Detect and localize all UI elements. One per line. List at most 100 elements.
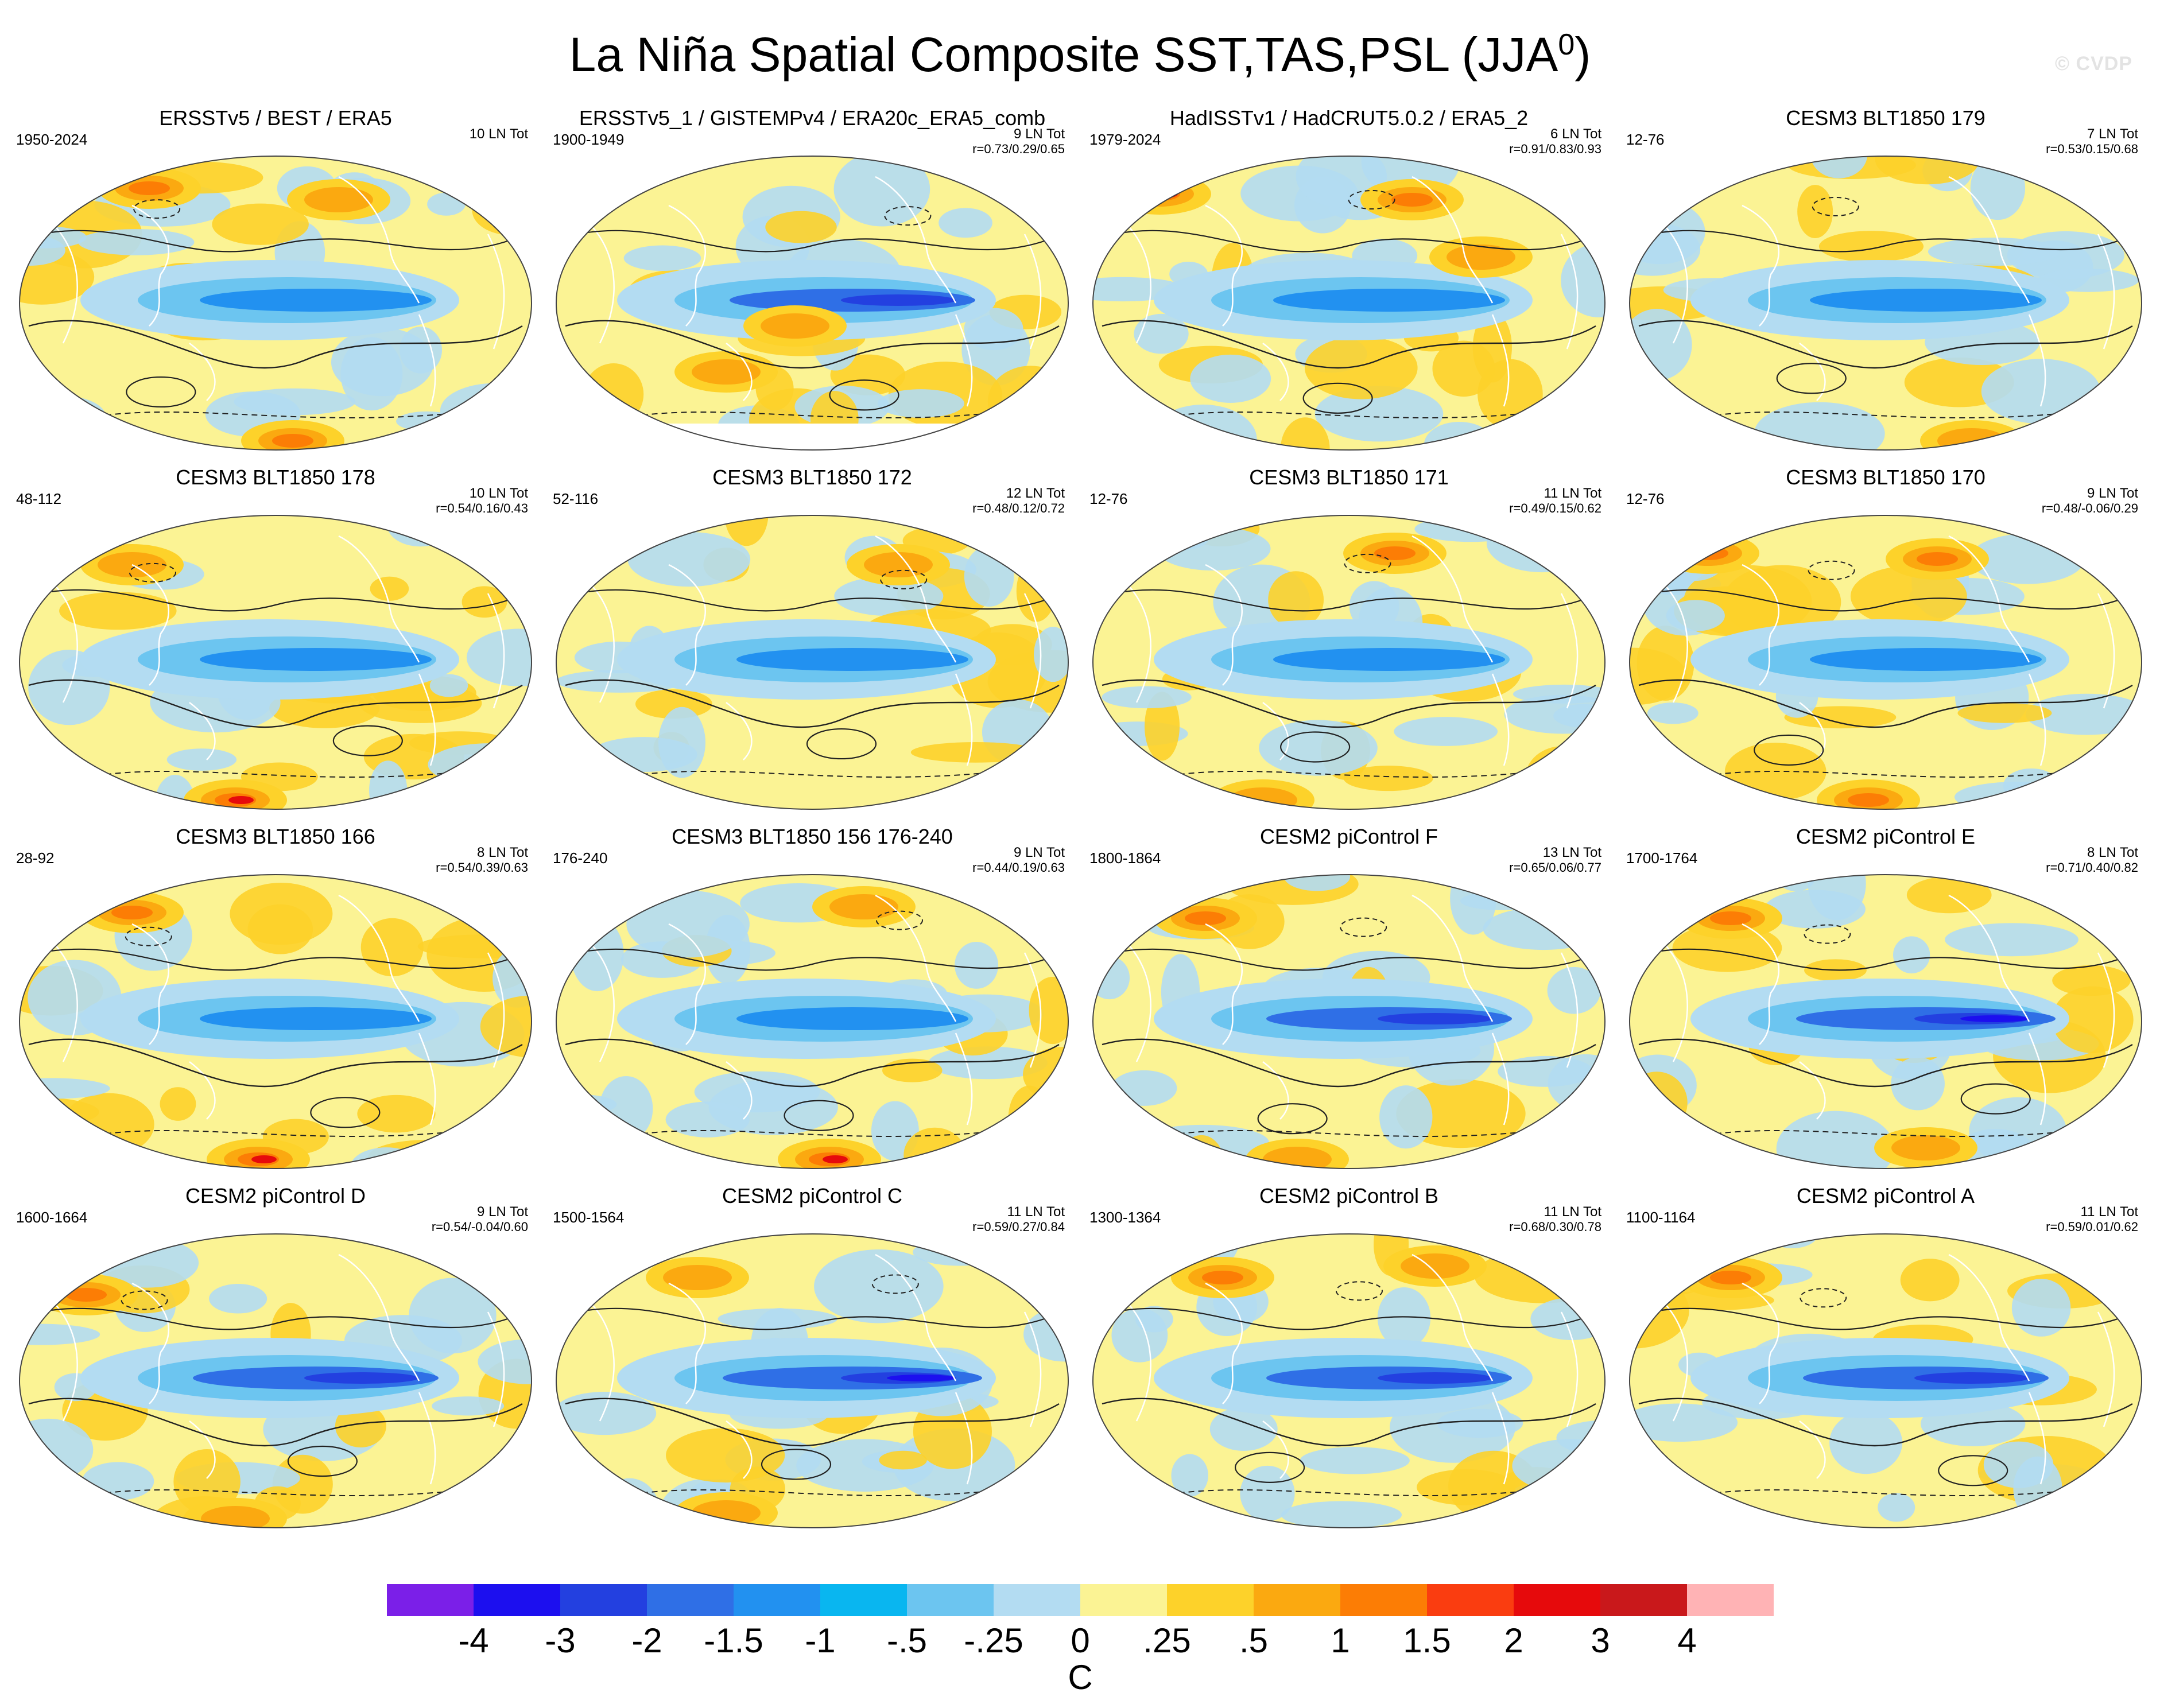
warm-anomaly-core xyxy=(692,1500,761,1525)
anomaly-patch xyxy=(173,1449,241,1515)
anomaly-patch xyxy=(581,776,619,809)
coastline xyxy=(51,581,78,703)
map-border xyxy=(19,156,532,451)
coastline xyxy=(1205,1282,1243,1404)
coastline xyxy=(418,1032,436,1125)
coastline xyxy=(1948,1253,2030,1381)
warm-anomaly xyxy=(1108,173,1211,215)
anomaly-patch xyxy=(666,1428,785,1483)
warm-anomaly-strong xyxy=(1391,193,1433,207)
cold-tongue-core xyxy=(1810,289,2042,312)
anomaly-patch xyxy=(1632,777,1743,809)
colorbar-box xyxy=(1514,1584,1600,1616)
map-panel: CESM3 BLT1850 156 176-240 176-240 9 LN Tot… xyxy=(542,825,1082,1184)
page-title: La Niña Spatial Composite SST,TAS,PSL (J… xyxy=(0,16,2160,83)
anomaly-patch xyxy=(1296,156,1387,208)
map-panel: CESM2 piControl D 1600-1664 9 LN Tot r=0.54… xyxy=(6,1185,545,1543)
psl-contour-closed xyxy=(829,379,899,411)
anomaly-patch xyxy=(1304,336,1418,399)
psl-contour-negative xyxy=(1159,412,1539,418)
panel-years: 12-76 xyxy=(1626,490,1665,507)
map-border xyxy=(556,515,1069,810)
coastline xyxy=(2097,234,2115,350)
colorbar-tick-label: -.5 xyxy=(886,1621,928,1660)
panel-event-count: 12 LN Tot xyxy=(1006,486,1065,501)
warm-anomaly-core xyxy=(663,1265,732,1290)
colorbar-tick-label: .25 xyxy=(1143,1621,1191,1660)
panel-event-count: 11 LN Tot xyxy=(1544,486,1601,501)
psl-contour-positive xyxy=(40,230,511,253)
anomaly-patch xyxy=(1500,156,1581,187)
coastline xyxy=(875,176,957,304)
panel-title: CESM3 BLT1850 179 xyxy=(1786,106,1986,130)
coastline xyxy=(1661,1300,1688,1422)
psl-contour-negative xyxy=(1804,924,1851,944)
coastline xyxy=(1023,593,1042,709)
map-border xyxy=(19,515,532,810)
panel-event-count: 6 LN Tot xyxy=(1550,126,1601,142)
anomaly-patch xyxy=(1300,1447,1410,1474)
psl-contour-positive xyxy=(565,1038,1060,1088)
psl-contour-positive xyxy=(576,948,1048,971)
coastline xyxy=(51,1300,78,1422)
coastline xyxy=(1799,1420,1826,1479)
coastline xyxy=(131,1282,169,1404)
psl-contour-negative xyxy=(1812,196,1859,216)
coastline xyxy=(1491,1392,1510,1485)
psl-contour-positive xyxy=(565,1398,1060,1447)
anomaly-patch xyxy=(1928,238,2061,266)
coastline xyxy=(338,1253,420,1381)
psl-contour-negative xyxy=(1696,1130,2076,1137)
map-panel: CESM2 piControl F 1800-1864 13 LN Tot r=0.6… xyxy=(1079,825,1619,1184)
coastline xyxy=(189,1420,216,1479)
anomaly-patch xyxy=(20,421,111,447)
coastline xyxy=(131,564,169,686)
map-panel: CESM3 BLT1850 178 48-112 10 LN Tot r=0.54/0… xyxy=(6,466,545,825)
title-text: La Niña Spatial Composite SST,TAS,PSL (J… xyxy=(569,28,1558,81)
coastline xyxy=(2097,593,2115,709)
map-plot xyxy=(1092,156,1606,451)
cold-tongue-core xyxy=(200,289,432,312)
map-border xyxy=(1092,515,1606,810)
psl-contour-positive xyxy=(1113,589,1585,612)
map-panel: CESM3 BLT1850 166 28-92 8 LN Tot r=0.54/0.3… xyxy=(6,825,545,1184)
panel-correlation: r=0.54/0.39/0.63 xyxy=(436,860,528,875)
panel-years: 1500-1564 xyxy=(553,1209,625,1226)
watermark: © CVDP xyxy=(2055,53,2132,75)
coastline xyxy=(955,1392,973,1485)
panel-correlation: r=0.71/0.40/0.82 xyxy=(2046,860,2138,875)
cold-tongue-core xyxy=(736,648,968,671)
coastline xyxy=(1560,234,1579,350)
coastline xyxy=(668,564,706,686)
coastline xyxy=(1560,952,1579,1068)
anomaly-patch xyxy=(879,1450,927,1470)
panel-title: CESM2 piControl D xyxy=(185,1184,366,1208)
warm-anomaly-extreme xyxy=(823,1155,848,1163)
warm-anomaly-strong xyxy=(1185,911,1226,925)
map-border xyxy=(556,1233,1069,1528)
panel-correlation: r=0.54/0.16/0.43 xyxy=(436,501,528,515)
map-plot xyxy=(19,874,532,1169)
coastline xyxy=(1799,343,1826,401)
anomaly-patch xyxy=(1171,1454,1208,1497)
anomaly-patch xyxy=(1945,923,2078,957)
psl-contour-negative xyxy=(875,910,923,930)
map-border xyxy=(1629,156,2142,451)
warm-anomaly-strong xyxy=(111,906,153,919)
psl-contour-closed xyxy=(1960,1083,2031,1115)
coastline xyxy=(1661,941,1688,1062)
anomaly-patch xyxy=(2086,1147,2142,1169)
panel-title: CESM3 BLT1850 166 xyxy=(176,825,375,848)
panel-years: 1700-1764 xyxy=(1626,849,1698,867)
psl-contour-closed xyxy=(761,1449,832,1480)
psl-contour-negative xyxy=(1159,1489,1539,1496)
panel-title: ERSSTv5_1 / GISTEMPv4 / ERA20c_ERA5_comb xyxy=(579,106,1046,130)
psl-contour-closed xyxy=(1235,1451,1305,1483)
anomaly-patch xyxy=(212,203,309,245)
anomaly-patch xyxy=(160,1087,196,1121)
psl-contour-negative xyxy=(121,1290,168,1310)
anomaly-patch xyxy=(357,1094,436,1133)
panel-correlation: r=0.59/0.01/0.62 xyxy=(2046,1220,2138,1234)
panel-event-count: 13 LN Tot xyxy=(1542,845,1601,860)
psl-contour-negative xyxy=(1348,190,1395,210)
